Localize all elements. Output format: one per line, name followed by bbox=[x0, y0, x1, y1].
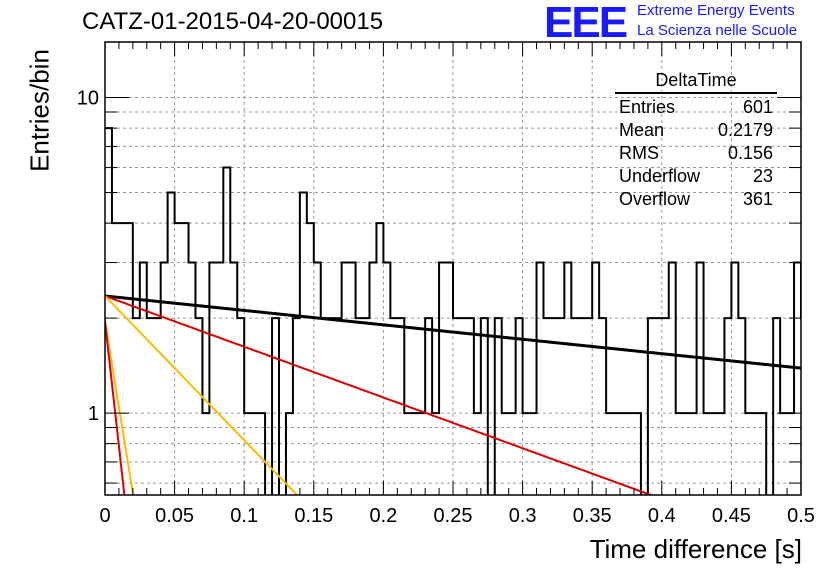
x-axis-label: Time difference [s] bbox=[589, 534, 802, 564]
stats-value: 0.2179 bbox=[717, 120, 773, 140]
fit-curves bbox=[105, 294, 801, 495]
stats-label: RMS bbox=[619, 143, 659, 163]
y-tick-label: 1 bbox=[88, 403, 99, 425]
stats-value: 361 bbox=[742, 189, 773, 209]
fit-curve bbox=[105, 321, 135, 495]
x-tick-label: 0.1 bbox=[230, 505, 258, 527]
x-tick-label: 0.05 bbox=[155, 505, 194, 527]
fit-curve bbox=[105, 295, 654, 495]
stats-row: RMS 0.156 bbox=[613, 142, 779, 165]
stats-value: 601 bbox=[742, 97, 773, 117]
stats-row: Underflow 23 bbox=[613, 165, 779, 188]
fit-curve bbox=[105, 321, 126, 495]
x-tick-label: 0.45 bbox=[712, 505, 751, 527]
logo-line-1: Extreme Energy Events bbox=[637, 2, 795, 19]
stats-box: DeltaTime Entries 601 Mean 0.2179 RMS 0.156… bbox=[613, 70, 779, 211]
stats-label: Entries bbox=[619, 97, 676, 117]
eee-logo: EEE bbox=[544, 0, 628, 47]
x-tick-label: 0.15 bbox=[294, 505, 333, 527]
stats-label: Overflow bbox=[619, 189, 691, 209]
axis-ticks: 0 0.05 0.1 0.15 0.2 0.25 0.3 0.35 0.4 0.45 0.5 1 10 bbox=[77, 42, 815, 527]
stats-label: Underflow bbox=[619, 166, 701, 186]
x-tick-label: 0.25 bbox=[434, 505, 473, 527]
x-tick-label: 0.3 bbox=[509, 505, 537, 527]
fit-curve bbox=[105, 294, 801, 370]
y-tick-label: 10 bbox=[77, 88, 99, 110]
stats-value: 0.156 bbox=[727, 143, 773, 163]
stats-row: Mean 0.2179 bbox=[613, 119, 779, 142]
x-tick-label: 0.5 bbox=[787, 505, 815, 527]
logo-line-2: La Scienza nelle Scuole bbox=[637, 22, 798, 39]
stats-row: Entries 601 bbox=[613, 96, 779, 119]
stats-title: DeltaTime bbox=[615, 70, 777, 94]
stats-row: Overflow 361 bbox=[613, 188, 779, 211]
fit-curve bbox=[105, 295, 299, 495]
x-tick-label: 0.4 bbox=[648, 505, 676, 527]
x-tick-label: 0.2 bbox=[369, 505, 397, 527]
x-tick-label: 0.35 bbox=[573, 505, 612, 527]
page-title: CATZ-01-2015-04-20-00015 bbox=[82, 8, 384, 35]
stats-label: Mean bbox=[619, 120, 665, 140]
stats-value: 23 bbox=[752, 166, 773, 186]
y-axis-label: Entries/bin bbox=[24, 49, 55, 172]
x-tick-label: 0 bbox=[99, 505, 110, 527]
